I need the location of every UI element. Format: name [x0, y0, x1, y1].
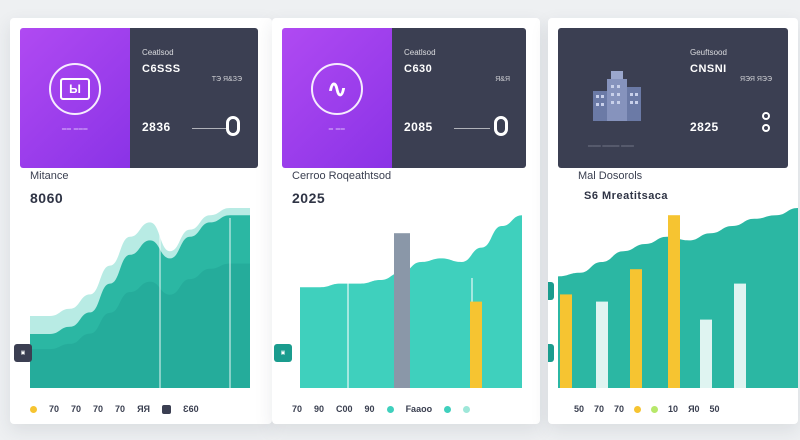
- stats-value: CNSNI: [690, 63, 727, 75]
- legend-label: 70: [71, 404, 82, 414]
- dashboard-card-1[interactable]: Ы ══ ═══ Ceatlsod C6SSS TЭ Я&ЗЭ 2836 Mit…: [10, 18, 272, 424]
- metric-label: Mitance: [30, 170, 69, 182]
- area-series: [30, 215, 250, 388]
- logo-ring-icon: ∿: [311, 63, 363, 115]
- header-caption: ═══ ════ ═══: [588, 144, 634, 150]
- legend-dot-yellow-icon: [634, 405, 642, 413]
- legend-dot-green-icon: [651, 405, 659, 413]
- stats-big-number: 2836: [142, 120, 171, 134]
- legend-label: 50: [574, 404, 585, 414]
- chart-legend: 70 90 C00 90 Faaoo: [292, 404, 530, 414]
- bar-area-chart-3: [548, 208, 798, 398]
- building-icon: [593, 71, 641, 121]
- chart-marker-icon[interactable]: ▣: [274, 344, 292, 362]
- legend-dot-teal-icon: [386, 405, 394, 413]
- bar: [630, 269, 642, 388]
- logo-mark: Ы: [60, 78, 90, 100]
- chart-legend: 50 70 70 10 Я0 50: [574, 404, 788, 414]
- stats-big-number: 2085: [404, 120, 433, 134]
- legend-dot-yellow-icon: [30, 405, 37, 413]
- stats-panel: Ceatlsod C6SSS TЭ Я&ЗЭ 2836: [130, 28, 258, 168]
- chart-legend: 70 70 70 70 ЯЯ Ɛ60: [30, 404, 262, 414]
- legend-label: Ɛ60: [183, 404, 199, 414]
- metric-value: S6 Mreatitsaca: [584, 190, 669, 202]
- ring-icon: [226, 116, 240, 136]
- logo-mark: ∿: [326, 75, 348, 103]
- legend-label: 10: [668, 404, 679, 414]
- chart-marker-icon[interactable]: ▣: [14, 344, 32, 362]
- area-series: [300, 215, 522, 388]
- chart-marker-icon[interactable]: ▣: [548, 344, 554, 362]
- bar: [668, 215, 680, 388]
- bar: [470, 301, 482, 388]
- logo-ring-icon: Ы: [49, 63, 101, 115]
- logo-panel: ∿ ═ ══: [282, 28, 392, 168]
- stats-big-number: 2825: [690, 120, 719, 134]
- ring-icon: [762, 124, 770, 132]
- area-shade: [30, 263, 250, 388]
- metric-value: 2025: [292, 190, 326, 206]
- card-header: Ы ══ ═══ Ceatlsod C6SSS TЭ Я&ЗЭ 2836: [20, 28, 258, 168]
- chart-marker-icon[interactable]: [548, 282, 554, 300]
- legend-label: ЯЯ: [137, 404, 150, 414]
- divider: [192, 128, 228, 129]
- divider: [454, 128, 490, 129]
- legend-label: 50: [709, 404, 720, 414]
- legend-square-icon: [162, 404, 171, 414]
- stats-value: C630: [404, 63, 433, 75]
- bar: [734, 283, 746, 388]
- legend-label: 70: [49, 404, 60, 414]
- dashboard-card-2[interactable]: ∿ ═ ══ Ceatlsod C630 Я&Я 2085 Cerroo Roq…: [272, 18, 540, 424]
- metric-label: Cerroo Roqeathtsod: [292, 170, 392, 182]
- logo-caption: ══ ═══: [62, 127, 88, 133]
- logo-caption: ═ ══: [328, 127, 346, 133]
- stats-subtitle: Geuftsood: [690, 48, 727, 57]
- legend-label: 70: [93, 404, 104, 414]
- ring-icon: [762, 112, 770, 120]
- ring-icon: [494, 116, 508, 136]
- stats-small-label: TЭ Я&ЗЭ: [211, 76, 242, 83]
- legend-dot-teal-icon: [444, 405, 452, 413]
- logo-panel: Ы ══ ═══: [20, 28, 130, 168]
- bar: [560, 294, 572, 388]
- stats-value: C6SSS: [142, 63, 181, 75]
- stats-small-label: ЯЭЯ ЯЭЭ: [739, 76, 772, 83]
- legend-label: 90: [314, 404, 325, 414]
- legend-label: 70: [115, 404, 126, 414]
- bar: [394, 233, 410, 388]
- stats-subtitle: Ceatlsod: [142, 48, 174, 57]
- card-header: Geuftsood CNSNI ЯЭЯ ЯЭЭ 2825: [558, 28, 788, 168]
- legend-label: 70: [594, 404, 605, 414]
- legend-label: Я0: [688, 404, 700, 414]
- legend-label: 90: [364, 404, 375, 414]
- dashboard-card-3[interactable]: Geuftsood CNSNI ЯЭЯ ЯЭЭ 2825 ═══ ════ ══…: [548, 18, 798, 424]
- legend-label: C00: [336, 404, 353, 414]
- area-chart-1: [10, 208, 272, 398]
- stats-subtitle: Ceatlsod: [404, 48, 436, 57]
- legend-dot-light-icon: [463, 405, 471, 413]
- stats-panel: Ceatlsod C630 Я&Я 2085: [392, 28, 526, 168]
- legend-label: 70: [292, 404, 303, 414]
- legend-label: 70: [614, 404, 625, 414]
- metric-label: Mal Dosorols: [578, 170, 643, 182]
- stats-panel: Geuftsood CNSNI ЯЭЯ ЯЭЭ 2825: [678, 28, 788, 168]
- bar: [596, 301, 608, 388]
- legend-label: Faaoo: [405, 404, 433, 414]
- bar-area-chart-2: [272, 208, 540, 398]
- stats-small-label: Я&Я: [495, 76, 510, 83]
- metric-value: 8060: [30, 190, 64, 206]
- logo-panel: [558, 28, 678, 168]
- bar: [700, 319, 712, 388]
- card-header: ∿ ═ ══ Ceatlsod C630 Я&Я 2085: [282, 28, 526, 168]
